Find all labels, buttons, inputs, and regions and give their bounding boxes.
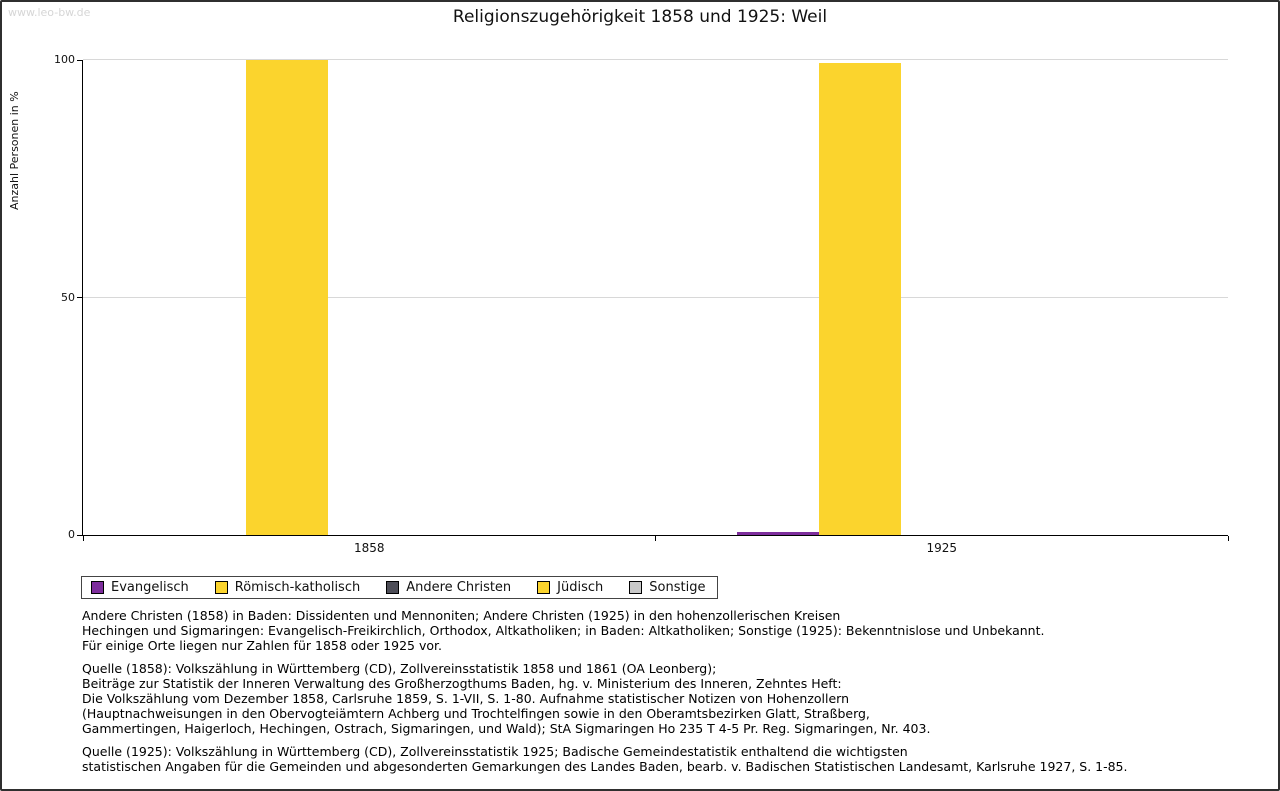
y-tick-50 <box>77 297 82 298</box>
y-tick-label-100: 100 <box>54 53 75 66</box>
legend-item-juedisch: Jüdisch <box>537 580 603 595</box>
bar-1925-r-misch-katholisch <box>818 63 901 535</box>
x-label-1858: 1858 <box>353 541 385 555</box>
x-tick <box>1227 536 1229 541</box>
legend-label-andere-christen: Andere Christen <box>406 580 512 595</box>
legend-label-sonstige: Sonstige <box>649 580 706 595</box>
y-tick-0 <box>77 534 82 536</box>
note-source-1858: Quelle (1858): Volkszählung in Württembe… <box>82 661 931 736</box>
site-watermark: www.leo-bw.de <box>8 6 91 19</box>
y-tick-label-50: 50 <box>61 290 75 304</box>
gridline-50 <box>83 296 1228 298</box>
plot-area: 0 50 100 1858 1925 <box>54 54 1229 555</box>
legend-item-evangelisch: Evangelisch <box>91 580 189 595</box>
y-axis-label: Anzahl Personen in % <box>8 91 21 210</box>
note-definitions: Andere Christen (1858) in Baden: Disside… <box>82 608 1045 653</box>
legend-label-roemisch-katholisch: Römisch-katholisch <box>234 580 361 595</box>
bar-group-1858 <box>83 60 656 535</box>
legend-item-roemisch-katholisch: Römisch-katholisch <box>214 580 361 595</box>
legend-swatch-juedisch <box>537 581 551 594</box>
bar-1925-evangelisch <box>736 531 819 535</box>
legend-swatch-andere-christen <box>386 581 400 594</box>
y-tick-label-0: 0 <box>68 528 75 541</box>
gridline-100 <box>83 59 1228 60</box>
legend-item-andere-christen: Andere Christen <box>386 580 511 595</box>
y-tick-100 <box>77 59 82 61</box>
legend-swatch-roemisch-katholisch <box>214 581 228 594</box>
x-label-1925: 1925 <box>926 541 958 555</box>
bar-group-1925 <box>656 60 1229 535</box>
bar-1858-r-misch-katholisch <box>246 60 329 535</box>
legend-swatch-sonstige <box>629 581 643 594</box>
legend-label-evangelisch: Evangelisch <box>111 580 189 595</box>
x-tick <box>655 536 656 541</box>
chart-title: Religionszugehörigkeit 1858 und 1925: We… <box>452 7 828 27</box>
legend: Evangelisch Römisch-katholisch Andere Ch… <box>81 576 719 599</box>
note-source-1925: Quelle (1925): Volkszählung in Württembe… <box>82 744 1128 774</box>
x-tick <box>82 536 84 541</box>
legend-label-juedisch: Jüdisch <box>557 580 604 595</box>
legend-swatch-evangelisch <box>91 581 104 594</box>
footnotes: Andere Christen (1858) in Baden: Disside… <box>82 608 1248 782</box>
legend-item-sonstige: Sonstige <box>629 580 705 595</box>
